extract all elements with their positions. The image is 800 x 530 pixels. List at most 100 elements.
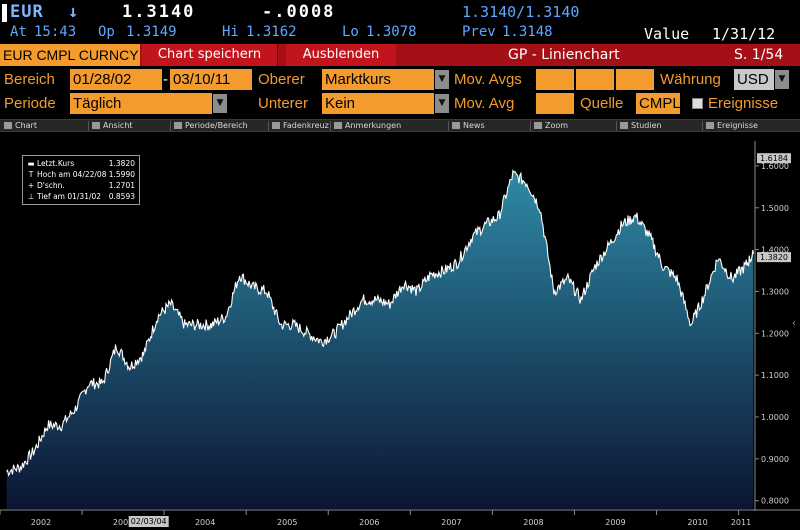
mov-avg-field-2[interactable] — [576, 69, 614, 90]
date-to-field[interactable]: 03/10/11 — [170, 69, 252, 90]
hide-button[interactable]: Ausblenden — [286, 44, 396, 66]
legend-row-icon: + — [27, 181, 35, 190]
open-value: 1.3149 — [126, 24, 177, 40]
toolbar-separator — [616, 121, 617, 131]
last-value-marker-text: 1.3820 — [760, 253, 788, 262]
toolbar-separator — [702, 121, 703, 131]
range-label: Bereich — [4, 71, 55, 88]
at-label: At — [10, 24, 27, 40]
mov-avg-field-1[interactable] — [536, 69, 574, 90]
chart-legend: ▬ Letzt.Kurs 1.3820 T Hoch am 04/22/08 1.5990… — [22, 155, 140, 205]
source-label: Quelle — [580, 95, 624, 112]
toolbar-item-1[interactable]: Chart — [4, 120, 37, 132]
y-tick-label: 1.1000 — [761, 371, 789, 380]
low-value: 1.3078 — [366, 24, 417, 40]
top-value-marker-text: 1.6184 — [760, 154, 788, 163]
mov-avg-label: Mov. Avg — [454, 95, 515, 112]
open-label: Op — [98, 24, 115, 40]
y-tick-label: 1.2000 — [761, 329, 789, 338]
mov-avg-field-3[interactable] — [616, 69, 654, 90]
date-from-field[interactable]: 01/28/02 — [70, 69, 162, 90]
period-dropdown-icon[interactable]: ▼ — [213, 94, 227, 113]
net-change: -.0008 — [262, 2, 336, 22]
legend-row-value: 1.5990 — [108, 170, 135, 179]
save-chart-button[interactable]: Chart speichern — [142, 44, 278, 66]
source-field[interactable]: CMPL — [636, 93, 681, 114]
currency-label: Währung — [660, 71, 721, 88]
parameter-panel: Bereich 01/28/02 - 03/10/11 Oberer Markt… — [0, 67, 800, 117]
lower-label: Unterer — [258, 95, 309, 112]
symbol[interactable]: EUR — [10, 2, 44, 22]
toolbar-item-2[interactable]: Ansicht — [92, 120, 133, 132]
toolbar-item-label: Zoom — [545, 121, 569, 130]
function-bar: EUR CMPL CURNCY Chart speichern Ausblend… — [0, 44, 800, 66]
x-tick-label: 2006 — [359, 518, 379, 527]
events-checkbox[interactable] — [692, 98, 703, 109]
scroll-right-icon[interactable]: ‹ — [792, 318, 796, 329]
y-tick-label: 1.5000 — [761, 204, 789, 213]
legend-row: T Hoch am 04/22/08 1.5990 — [27, 170, 137, 180]
down-arrow-icon: ↓ — [68, 2, 79, 22]
toolbar-item-5[interactable]: Anmerkungen — [334, 120, 401, 132]
start-date-text: 02/03/04 — [131, 517, 167, 526]
legend-row-icon: ▬ — [27, 159, 35, 168]
series-layer — [6, 169, 754, 509]
top-value-marker: 1.6184 — [757, 153, 791, 164]
legend-row-value: 1.2701 — [108, 181, 135, 190]
zoom-icon — [534, 122, 542, 129]
legend-row-label: Letzt.Kurs — [37, 159, 75, 168]
y-tick-label: 0.9000 — [761, 455, 789, 464]
ticker-field[interactable]: EUR CMPL CURNCY — [0, 44, 140, 66]
range-dash: - — [163, 71, 168, 88]
toolbar-separator — [88, 121, 89, 131]
lower-select[interactable]: Kein — [322, 93, 434, 114]
toolbar-separator — [448, 121, 449, 131]
toolbar-item-6[interactable]: News — [452, 120, 485, 132]
x-tick-label: 2007 — [441, 518, 461, 527]
price-chart[interactable]: 1.6000 1.5000 1.4000 1.3000 1.2000 1.1000 1.00… — [0, 133, 800, 530]
x-tick-label: 2005 — [277, 518, 297, 527]
quote-row-details: At 15:43 Op 1.3149 Hi 1.3162 Lo 1.3078 P… — [0, 24, 800, 44]
legend-row-label: Hoch am 04/22/08 — [37, 170, 107, 179]
last-price: 1.3140 — [122, 2, 196, 22]
lower-dropdown-icon[interactable]: ▼ — [435, 94, 449, 113]
toolbar-separator — [170, 121, 171, 131]
currency-select[interactable]: USD — [734, 69, 774, 90]
legend-row: ▬ Letzt.Kurs 1.3820 — [27, 159, 137, 169]
mov-avg-lower-field[interactable] — [536, 93, 574, 114]
start-date-bg — [128, 516, 169, 527]
start-date-marker: 02/03/04 — [128, 516, 169, 527]
toolbar-separator — [530, 121, 531, 131]
period-icon — [174, 122, 182, 129]
upper-select[interactable]: Marktkurs — [322, 69, 434, 90]
annotation-icon — [334, 122, 342, 129]
bid-ask: 1.3140/1.3140 — [462, 3, 580, 21]
legend-row-icon: ⊥ — [27, 192, 35, 201]
period-select[interactable]: Täglich — [70, 93, 212, 114]
series-area — [6, 170, 754, 509]
toolbar-separator — [268, 121, 269, 131]
low-label: Lo — [342, 24, 359, 40]
toolbar-item-8[interactable]: Studien — [620, 120, 662, 132]
x-tick-label: 2011 — [731, 518, 751, 527]
top-value-marker-bg — [757, 153, 791, 164]
toolbar-item-label: Chart — [15, 121, 37, 130]
toolbar-item-3[interactable]: Periode/Bereich — [174, 120, 248, 132]
upper-dropdown-icon[interactable]: ▼ — [435, 70, 449, 89]
x-tick-label: 2009 — [605, 518, 625, 527]
symbol-marker — [2, 4, 7, 22]
x-tick-label: 2002 — [31, 518, 51, 527]
currency-dropdown-icon[interactable]: ▼ — [775, 70, 789, 89]
y-tick-label: 1.6000 — [761, 162, 789, 171]
high-label: Hi — [222, 24, 239, 40]
mov-avgs-label: Mov. Avgs — [454, 71, 522, 88]
last-value-marker: 1.3820 — [757, 252, 791, 263]
legend-row: ⊥ Tief am 01/31/02 0.8593 — [27, 192, 137, 202]
news-icon — [452, 122, 460, 129]
legend-row-icon: T — [28, 170, 34, 179]
at-time: 15:43 — [34, 24, 77, 40]
x-tick-label: 2008 — [523, 518, 543, 527]
toolbar-item-9[interactable]: Ereignisse — [706, 120, 758, 132]
toolbar-item-4[interactable]: Fadenkreuz — [272, 120, 329, 132]
toolbar-item-7[interactable]: Zoom — [534, 120, 568, 132]
